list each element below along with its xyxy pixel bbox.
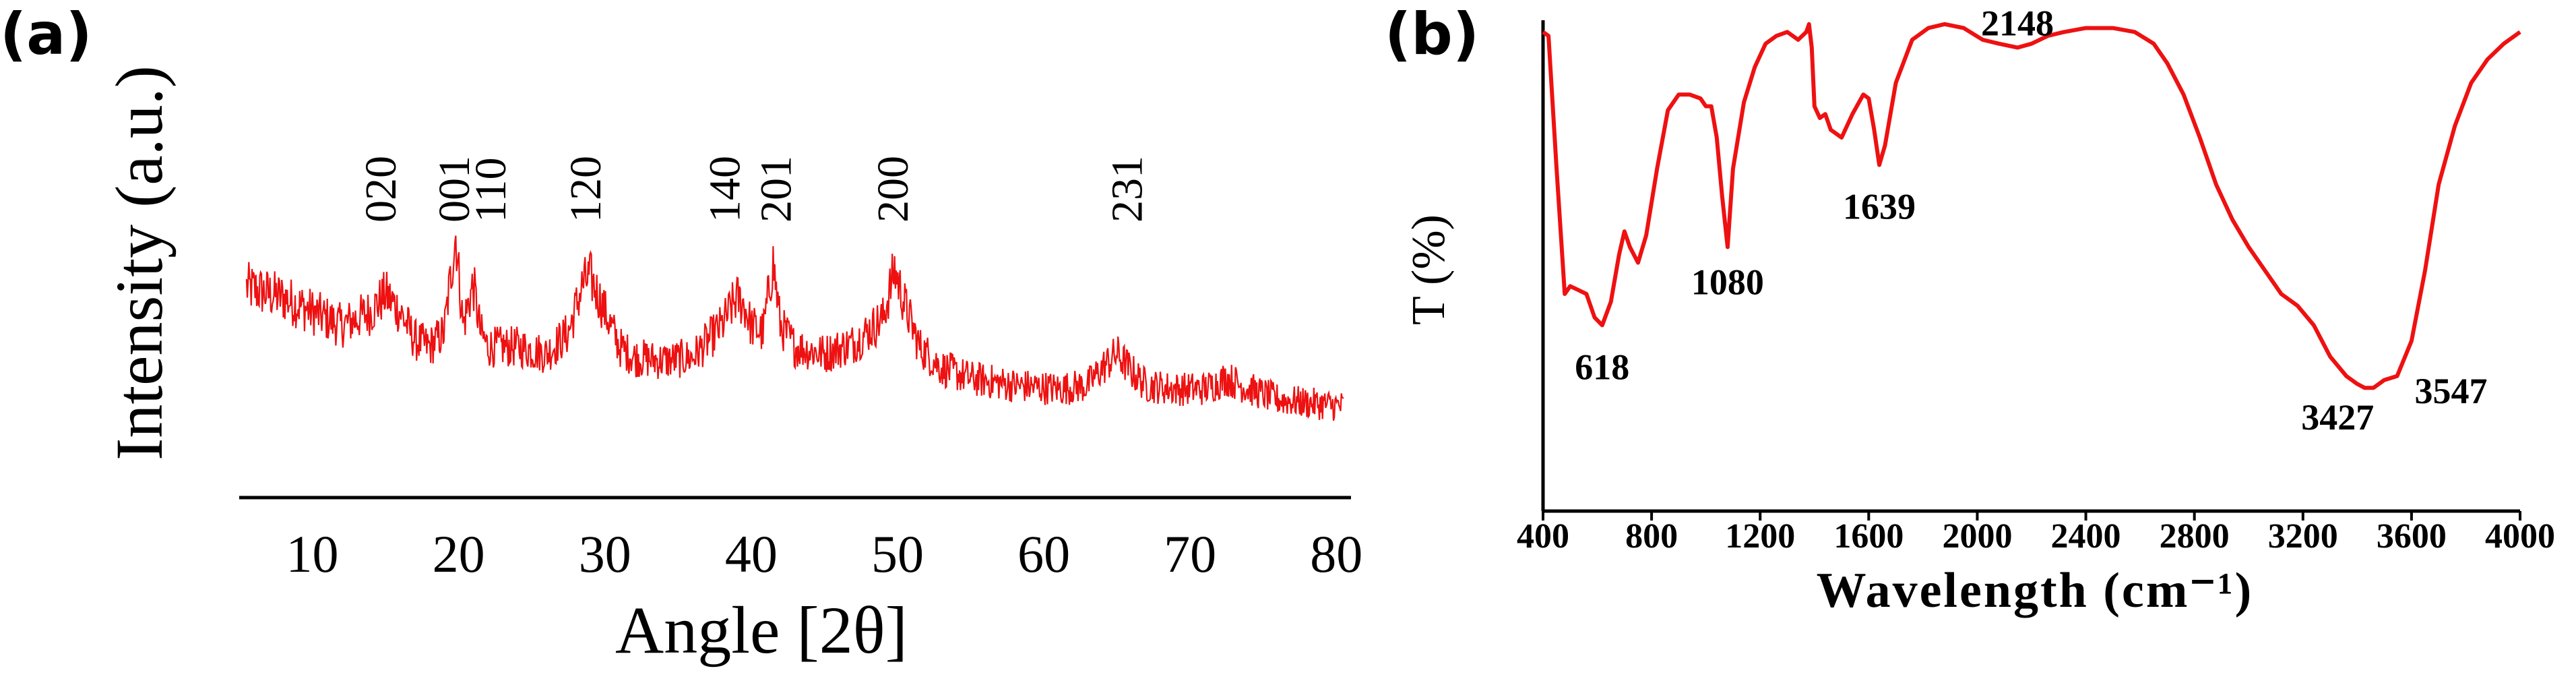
ir-x-tick-label: 3600 [2377, 517, 2447, 556]
xrd-x-tick-label: 20 [433, 525, 485, 583]
xrd-peak-label: 020 [356, 156, 406, 222]
xrd-x-tick-label: 40 [725, 525, 778, 583]
xrd-x-tick-label: 80 [1310, 525, 1362, 583]
xrd-peak-label: 001 [430, 156, 479, 222]
xrd-peak-label: 140 [700, 156, 749, 222]
xrd-peak-label: 120 [561, 156, 610, 222]
ir-peak-labels: 618 1080 1639 2148 3427 3547 [1575, 3, 2487, 438]
xrd-x-axis-title: Angle [2θ] [615, 593, 908, 667]
xrd-y-axis-title: Intensity (a.u.) [102, 65, 177, 461]
xrd-x-tick-label: 30 [579, 525, 631, 583]
xrd-series-line [245, 235, 1344, 421]
xrd-peak-label: 201 [751, 156, 800, 222]
xrd-x-tick-label: 50 [871, 525, 924, 583]
xrd-x-tick-label: 70 [1164, 525, 1216, 583]
ir-panel: (b) T (%) 400 800 1200 1600 2000 2400 2800 3200… [1385, 1, 2555, 618]
ir-peak-label: 618 [1575, 347, 1629, 387]
ir-x-tick-label: 1200 [1725, 517, 1795, 556]
ir-x-tick-label: 2800 [2160, 517, 2230, 556]
ir-x-tick-label: 400 [1517, 517, 1569, 556]
ir-peak-label: 3547 [2415, 371, 2488, 411]
ir-peak-label: 3427 [2301, 397, 2374, 438]
ir-peak-label: 1639 [1843, 187, 1916, 227]
panel-label-b: (b) [1385, 1, 1479, 68]
ir-x-tick-label: 3200 [2268, 517, 2338, 556]
ir-y-axis-title: T (%) [1403, 214, 1455, 325]
xrd-peak-label: 110 [466, 157, 515, 222]
ir-x-ticks: 400 800 1200 1600 2000 2400 2800 3200 3600 4000 [1517, 511, 2555, 556]
xrd-x-tick-label: 10 [286, 525, 339, 583]
xrd-series-group [245, 235, 1344, 421]
xrd-panel: (a) Intensity (a.u.) 10 20 30 40 50 60 70 80 An… [0, 1, 1362, 667]
xrd-x-tick-label: 60 [1017, 525, 1070, 583]
ir-series-group [1542, 22, 2521, 390]
xrd-peak-label: 231 [1102, 156, 1152, 222]
ir-x-tick-label: 800 [1625, 517, 1678, 556]
ir-x-tick-label: 2400 [2051, 517, 2121, 556]
ir-x-tick-label: 1600 [1833, 517, 1904, 556]
ir-peak-label: 1080 [1691, 262, 1764, 302]
xrd-x-tick-labels: 10 20 30 40 50 60 70 80 [286, 525, 1363, 583]
ir-x-tick-label: 4000 [2485, 517, 2555, 556]
ir-x-tick-label: 2000 [1942, 517, 2012, 556]
ir-series-line [1542, 22, 2521, 390]
panel-label-a: (a) [0, 1, 92, 68]
ir-peak-label: 2148 [1981, 3, 2054, 44]
ir-x-axis-title: Wavelength (cm⁻¹) [1817, 563, 2254, 618]
xrd-peak-label: 200 [869, 156, 918, 222]
